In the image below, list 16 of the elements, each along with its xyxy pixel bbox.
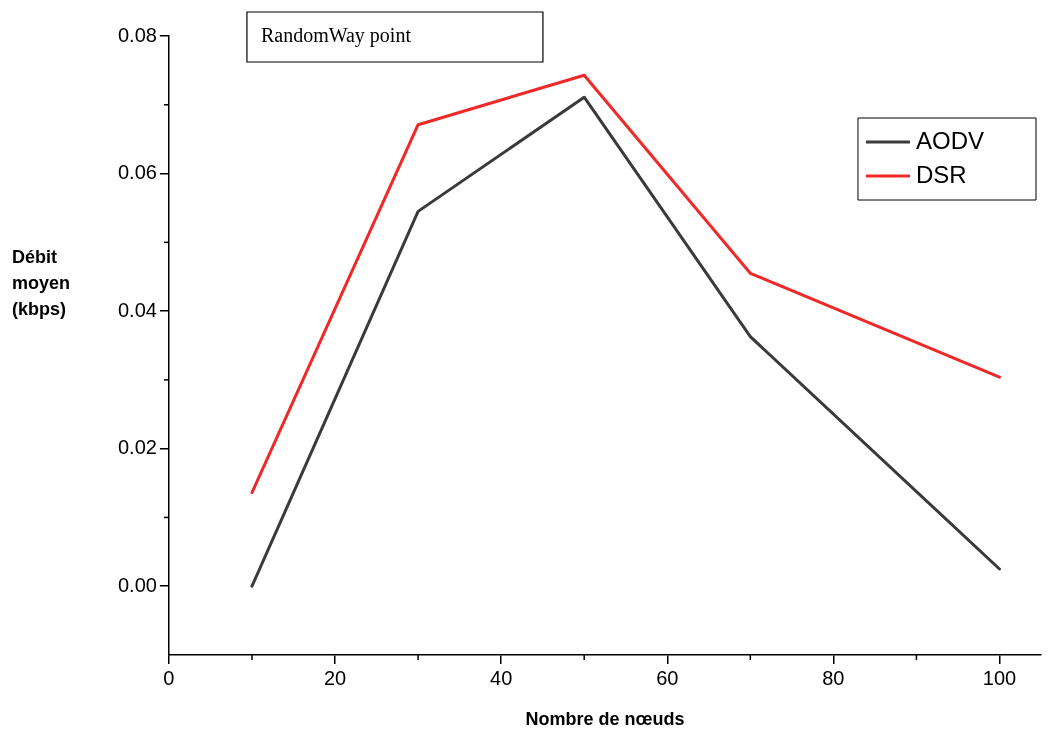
- x-tick-label: 80: [822, 666, 845, 689]
- legend-label: AODV: [915, 126, 984, 154]
- y-tick-label: 0.00: [117, 573, 157, 596]
- y-tick-label: 0.04: [117, 298, 157, 321]
- legend-label: DSR: [915, 160, 967, 188]
- x-tick-label: 40: [490, 666, 513, 689]
- y-tick-label: 0.08: [117, 23, 157, 46]
- x-tick-label: 20: [323, 666, 347, 689]
- y-axis-title: Débit moyen (kbps): [12, 246, 71, 319]
- x-tick-label: 60: [656, 666, 679, 689]
- x-axis-title: Nombre de nœuds: [525, 708, 685, 729]
- y-tick-label: 0.06: [117, 161, 157, 184]
- chart-title: RandomWay point: [260, 24, 412, 48]
- x-tick-label: 0: [163, 666, 175, 689]
- x-tick-label: 100: [982, 666, 1017, 689]
- y-tick-label: 0.02: [117, 436, 157, 459]
